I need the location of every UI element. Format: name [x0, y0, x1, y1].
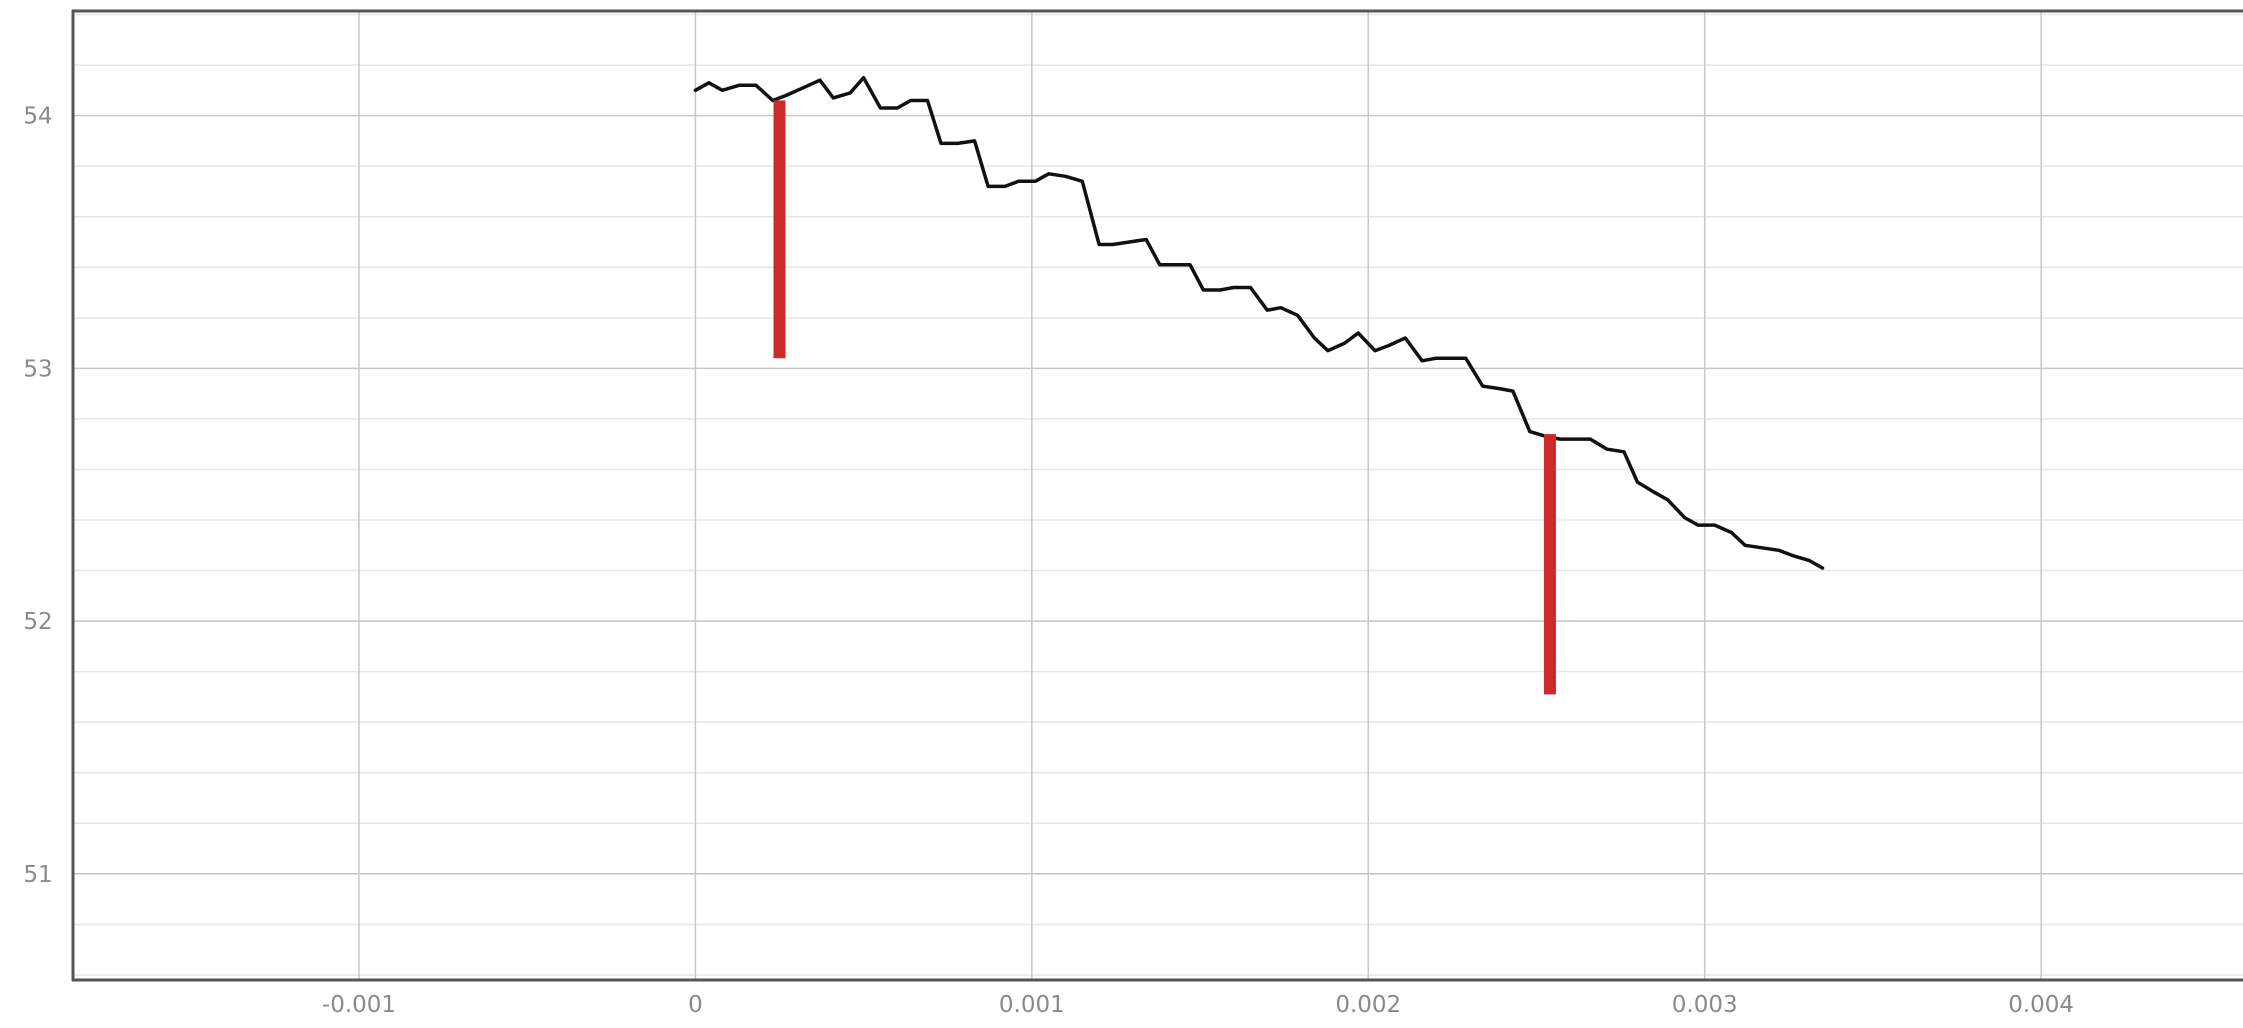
y-tick-labels: 51 52 53 54 — [23, 104, 52, 888]
major-gridlines — [73, 12, 2243, 980]
y-tick-label: 52 — [23, 609, 52, 635]
x-tick-label: 0.004 — [2008, 992, 2074, 1018]
x-tick-label: 0.002 — [1335, 992, 1401, 1018]
x-tick-label: 0.003 — [1672, 992, 1738, 1018]
y-tick-label: 53 — [23, 356, 52, 382]
axes — [71, 9, 2243, 982]
series-layer — [693, 75, 1825, 570]
x-tick-label: 0 — [688, 992, 703, 1018]
y-tick-label: 54 — [23, 104, 52, 130]
x-tick-label: -0.001 — [322, 992, 396, 1018]
y-tick-label: 51 — [23, 862, 52, 888]
red-marker-bar — [773, 100, 786, 359]
minor-gridlines — [73, 13, 2243, 976]
red-marker-bar — [1543, 434, 1556, 695]
x-tick-labels: -0.001 0 0.001 0.002 0.003 0.004 — [322, 992, 2074, 1018]
x-tick-label: 0.001 — [999, 992, 1065, 1018]
marker-layer — [773, 100, 1556, 695]
series-line — [693, 75, 1825, 570]
